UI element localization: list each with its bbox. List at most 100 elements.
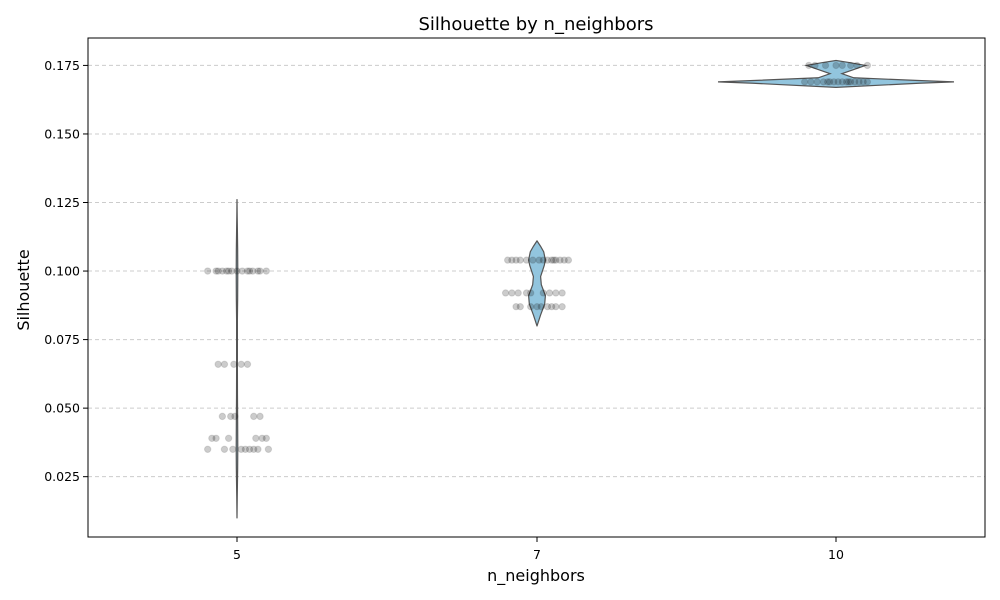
data-point [256, 267, 264, 275]
data-point [208, 434, 216, 442]
data-point [846, 61, 855, 70]
data-point [823, 78, 832, 86]
y-tick-label: 0.100 [44, 264, 80, 279]
x-tick-label: 7 [533, 547, 541, 562]
data-point [516, 256, 524, 264]
data-point [243, 360, 252, 368]
data-point [224, 267, 233, 275]
data-point [203, 445, 212, 453]
data-point [819, 78, 828, 86]
data-point [254, 445, 262, 453]
data-point [258, 434, 266, 442]
data-point [558, 289, 566, 297]
y-tick-label: 0.050 [44, 401, 80, 416]
y-tick-label: 0.025 [44, 469, 80, 484]
data-point [533, 302, 541, 311]
data-point [514, 289, 522, 297]
data-point [539, 256, 547, 264]
data-point [228, 267, 236, 275]
data-point [508, 256, 516, 264]
data-point [543, 302, 552, 311]
data-point [855, 78, 863, 86]
data-point [842, 78, 851, 86]
data-point [250, 412, 258, 421]
data-point [218, 267, 227, 275]
data-point [830, 78, 838, 86]
data-point [214, 267, 222, 275]
data-point [547, 302, 556, 311]
data-point [813, 78, 821, 86]
data-point [851, 78, 859, 86]
violin-5 [235, 199, 239, 519]
data-point [853, 61, 861, 70]
data-point [245, 267, 254, 275]
data-point [826, 78, 834, 86]
data-point [230, 360, 238, 368]
chart-title: Silhouette by n_neighbors [419, 14, 654, 35]
data-point [543, 256, 552, 264]
data-point [250, 445, 258, 453]
x-axis-label: n_neighbors [487, 566, 585, 586]
data-point [245, 445, 254, 453]
data-point [248, 267, 257, 275]
data-point [558, 302, 566, 311]
data-point [811, 61, 819, 70]
data-point [516, 302, 524, 311]
x-axis: 5 7 10 [233, 537, 844, 562]
data-point [859, 78, 867, 86]
data-point [863, 61, 872, 70]
y-tick-label: 0.125 [44, 195, 80, 210]
data-point [535, 256, 543, 264]
data-point [545, 289, 554, 297]
data-point [512, 256, 520, 264]
data-point [537, 302, 545, 311]
data-point [560, 256, 568, 264]
data-point [800, 78, 809, 86]
data-point [550, 256, 558, 264]
data-point [220, 445, 229, 453]
data-point [231, 412, 239, 421]
x-tick-label: 5 [233, 547, 241, 562]
data-point [262, 434, 271, 442]
data-point [539, 289, 547, 297]
data-point [212, 267, 220, 275]
y-axis-label: Silhouette [14, 249, 33, 330]
y-tick-label: 0.150 [44, 126, 80, 141]
data-point [243, 267, 252, 275]
data-point [805, 61, 813, 70]
data-point [229, 445, 237, 453]
y-tick-label: 0.075 [44, 332, 80, 347]
data-point [552, 256, 560, 264]
data-point [512, 302, 520, 311]
data-point [832, 61, 840, 70]
violins [235, 59, 955, 519]
y-axis: 0.025 0.050 0.075 0.100 0.125 0.150 0.175 [44, 58, 88, 484]
data-point [838, 78, 846, 86]
data-point [241, 445, 250, 453]
data-point [863, 78, 872, 86]
data-point [264, 445, 273, 453]
data-point [564, 256, 573, 264]
data-point [237, 360, 245, 368]
violin-10 [717, 59, 955, 88]
data-point [547, 256, 556, 264]
data-point [838, 61, 846, 70]
data-point [224, 434, 233, 442]
data-point [227, 412, 235, 421]
data-point [254, 267, 262, 275]
x-tick-label: 10 [828, 547, 844, 562]
data-point [212, 434, 220, 442]
violin-7 [527, 240, 547, 327]
data-point [552, 289, 560, 297]
data-point [262, 267, 271, 275]
data-point [807, 78, 815, 86]
data-point [846, 78, 855, 86]
data-point [834, 78, 842, 86]
data-point [220, 360, 229, 368]
data-point [556, 256, 564, 264]
data-point [821, 61, 830, 70]
data-point [527, 289, 535, 297]
data-point [844, 78, 853, 86]
y-tick-label: 0.175 [44, 58, 80, 73]
